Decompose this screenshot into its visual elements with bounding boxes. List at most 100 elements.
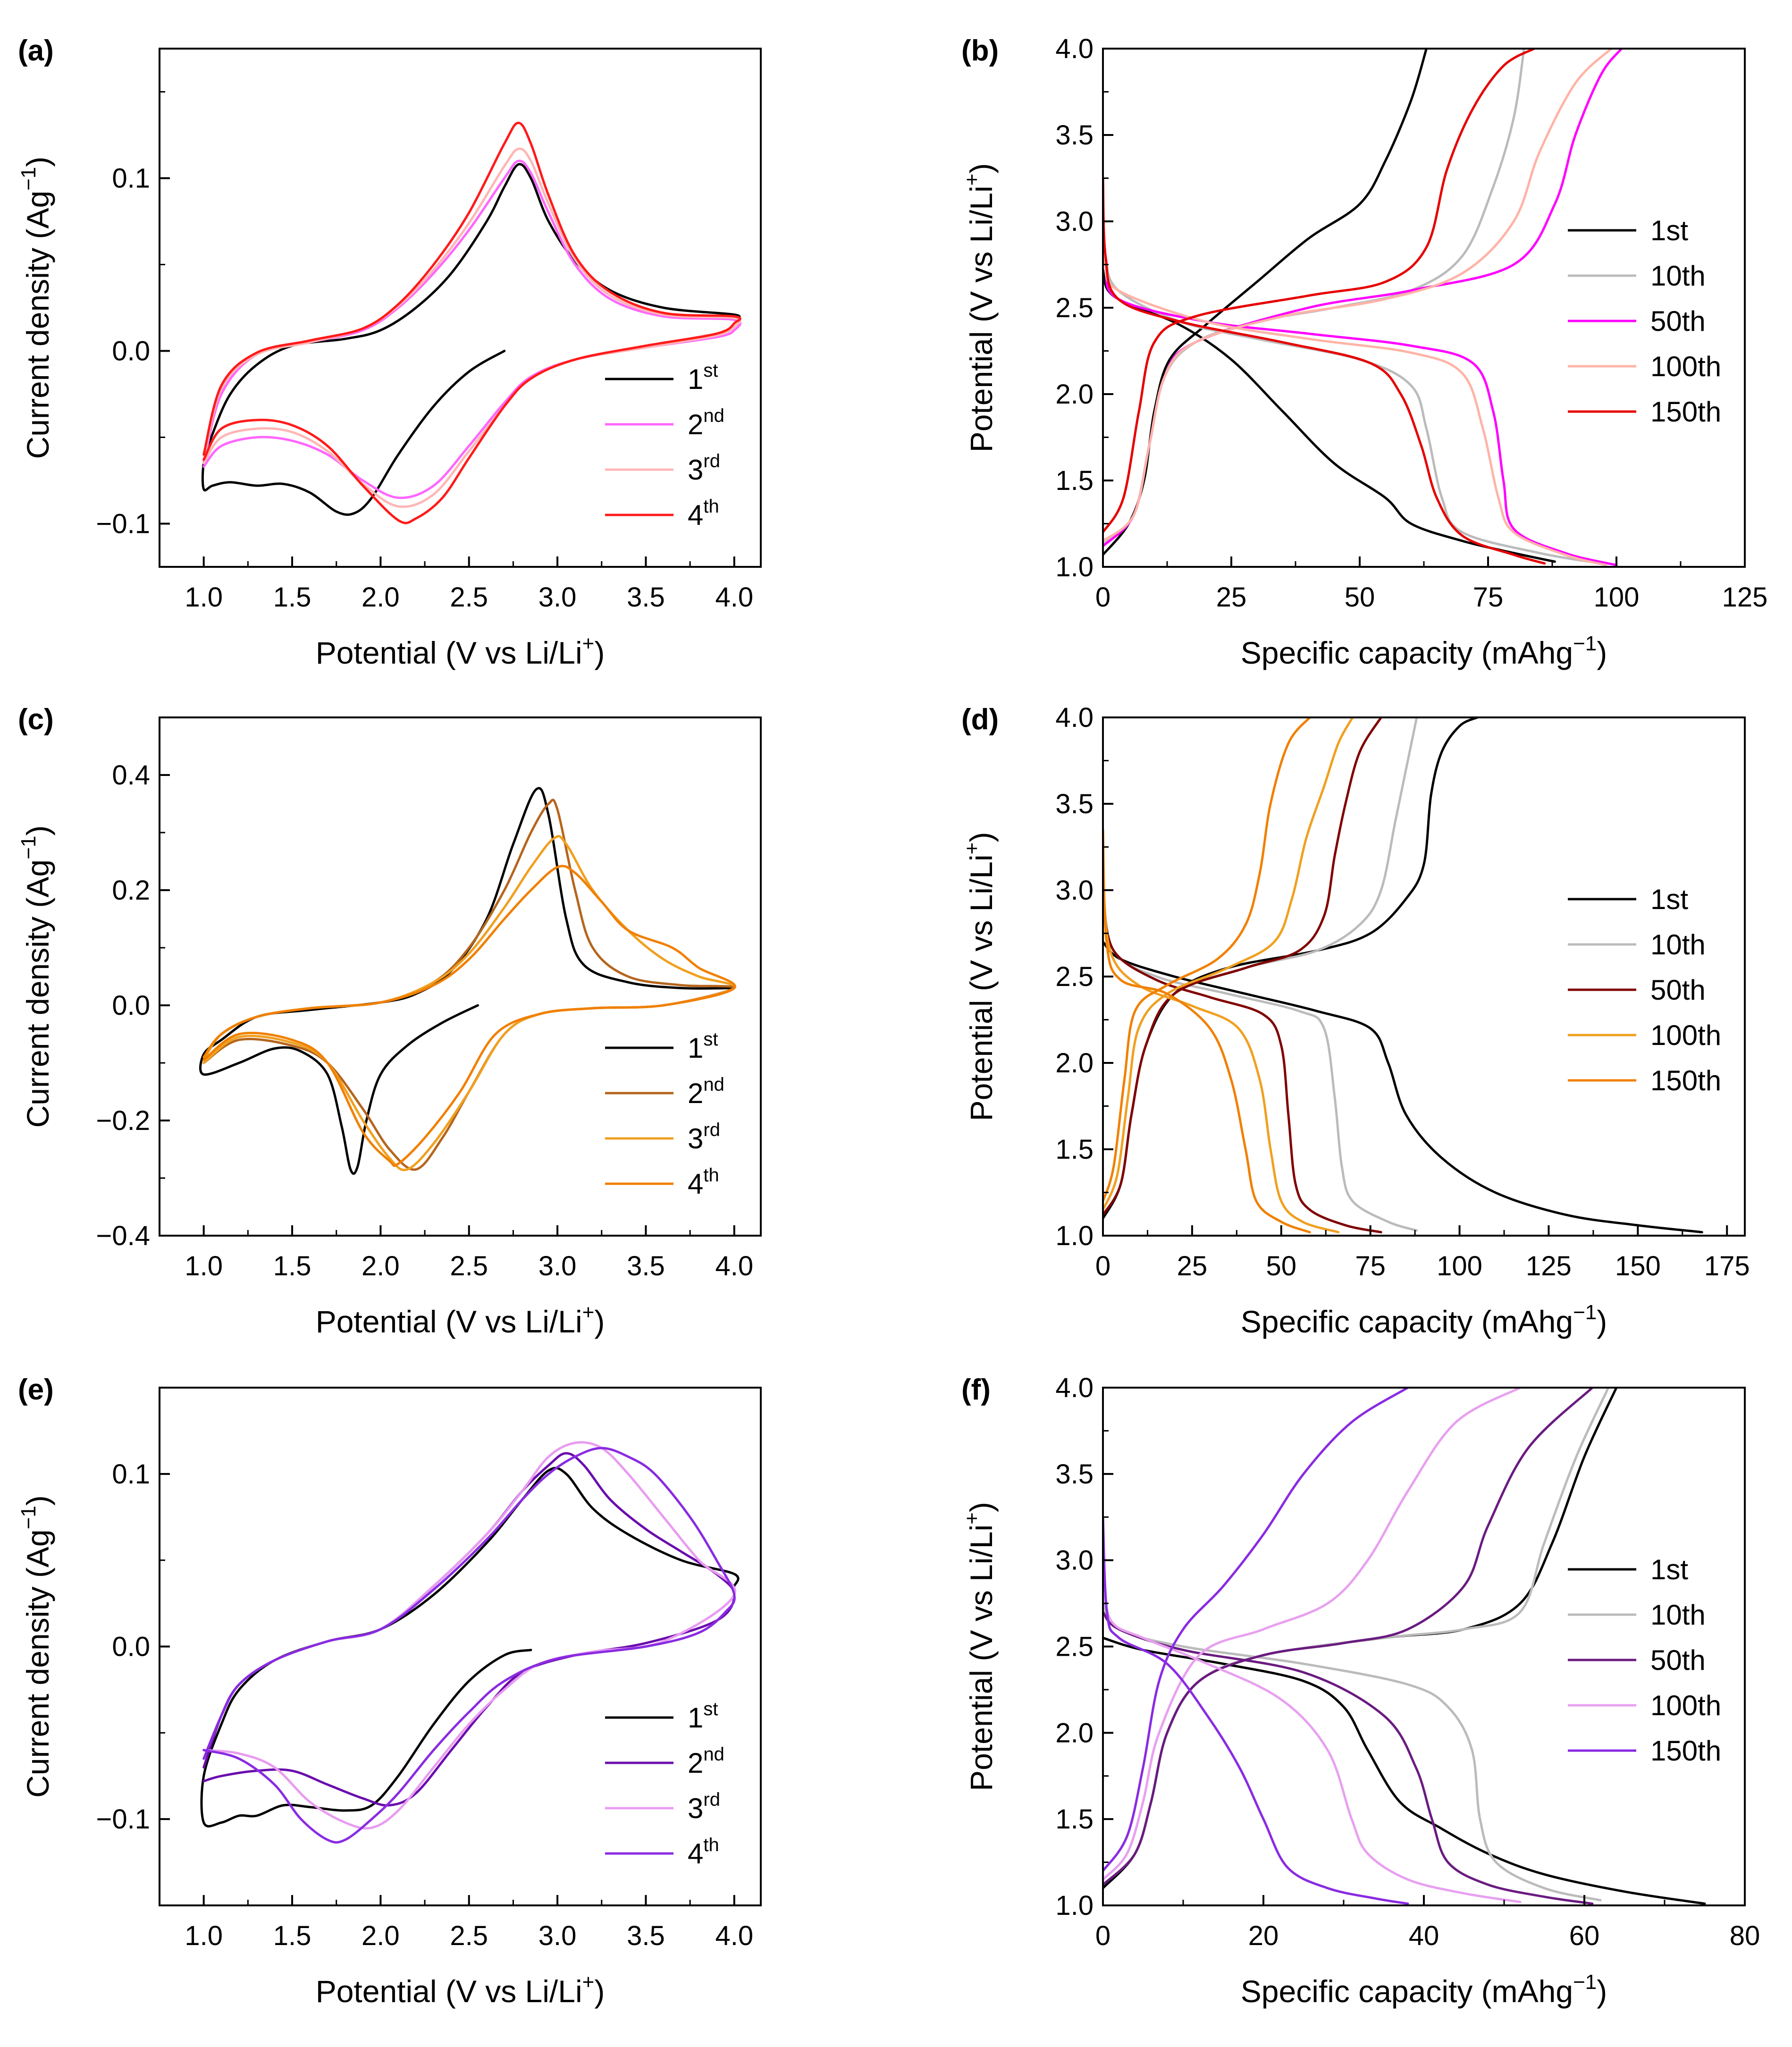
x-tick-label: 2.5 [450,1251,488,1281]
legend-label-main: 150th [1650,1065,1721,1096]
panel-label: (b) [961,34,999,67]
series-line-4-charge [1103,1388,1409,1872]
x-axis-label: Potential (V vs Li/Li+) [316,1971,605,2009]
x-tick-label: 100 [1437,1251,1482,1281]
y-tick-label: 0.0 [112,990,150,1021]
legend-label-main: 10th [1650,929,1706,960]
legend-label-main: 1 [688,1032,703,1064]
y-axis-label-sup: −1 [17,836,40,859]
x-tick-label: 25 [1177,1251,1208,1281]
legend-label-sup: st [703,1029,718,1050]
y-tick-label: 4.0 [1055,1373,1094,1403]
legend-label: 4th [688,1835,719,1870]
y-axis-label-end: ) [20,1495,55,1506]
plot-area [1103,1388,1706,1905]
x-tick-label: 3.5 [627,1921,665,1951]
legend-label-main: 50th [1650,974,1706,1006]
legend: 1st 10th 50th 100th 150th [1568,1554,1721,1767]
y-axis-label: Current density (Ag−1) [17,826,55,1128]
y-axis-label-end: ) [964,163,999,174]
y-axis-label: Potential (V vs Li/Li+) [960,1502,999,1791]
panel-label: (f) [961,1373,991,1406]
y-tick-label: 3.0 [1055,1545,1094,1576]
legend-label-sup: nd [703,1744,724,1765]
panel-label: (a) [18,34,54,67]
x-axis-label: Specific capacity (mAhg−1) [1241,1301,1607,1339]
plot-area [200,1441,740,1844]
series-line-1-charge [1103,49,1525,546]
legend-label-main: 150th [1650,396,1721,428]
panel-b: (b) 0 25 50 75 100 125 1.0 1.5 2.0 2.5 3.0 3.5 4.0 Spe… [960,34,1767,670]
x-tick-label: 1.5 [273,1921,311,1951]
legend-label-main: 2 [688,1078,703,1109]
legend-label: 2nd [688,405,724,440]
y-tick-label: 2.5 [1055,293,1094,323]
y-tick-label: 1.0 [1055,1221,1094,1251]
legend: 1st 10th 50th 100th 150th [1568,884,1721,1096]
legend-label-main: 1st [1650,215,1688,246]
series-line-0-charge [1103,1388,1618,1889]
series-line-2-charge [1103,717,1382,1216]
x-tick-label: 1.0 [185,582,223,613]
y-tick-label: 1.5 [1055,465,1094,496]
x-axis-label: Specific capacity (mAhg−1) [1241,632,1607,670]
y-axis-label-sup: + [960,842,984,855]
legend-label: 1st [688,1699,718,1734]
legend-label-sup: rd [703,451,720,472]
legend-label: 150th [1650,396,1721,428]
legend-label: 10th [1650,929,1706,960]
y-tick-label: 0.4 [112,760,150,791]
series-line-2-charge [1103,49,1623,548]
legend-label: 10th [1650,1599,1706,1631]
series-line-3-discharge [1103,1576,1522,1904]
legend-label: 150th [1650,1065,1721,1096]
panel-a: (a) 1.0 1.5 2.0 2.5 3.0 3.5 4.0 −0.1 0.0 0.1 Potent… [17,34,762,670]
legend-label-main: 150th [1650,1735,1721,1767]
series-line-4-discharge [1103,828,1311,1234]
legend-label-sup: rd [703,1120,720,1140]
x-tick-label: 40 [1409,1921,1439,1951]
legend-label-sup: th [703,496,719,517]
panel-d: (d) 0 25 50 75 100 125 150 175 1.0 1.5 2.0 2.5 3.0 3.5… [960,702,1750,1339]
y-tick-label: 4.0 [1055,34,1094,64]
y-axis-label-main: Current density (Ag [20,859,55,1128]
panel-label: (e) [18,1373,54,1406]
y-tick-label: 0.1 [112,163,150,194]
series-line-2-discharge [1103,1610,1594,1905]
y-tick-label: 0.2 [112,875,150,906]
x-axis-label-main: Potential (V vs Li/Li [316,1974,582,2009]
y-tick-label: 2.5 [1055,961,1094,992]
legend-label: 1st [688,1029,718,1064]
x-tick-label: 0 [1095,1251,1111,1281]
y-axis-label-end: ) [20,157,55,167]
x-tick-label: 1.5 [273,582,311,613]
x-tick-label: 75 [1355,1251,1386,1281]
legend-label-main: 4 [688,499,703,531]
y-tick-label: −0.2 [96,1105,151,1136]
series-line-3 [202,865,736,1167]
legend-label-sup: th [703,1165,719,1186]
legend-label: 100th [1650,1019,1721,1051]
y-axis-label-end: ) [964,1502,999,1512]
series-line-0-discharge [1103,941,1703,1234]
plot-area [201,121,741,524]
y-tick-label: 0.0 [112,336,150,367]
x-tick-label: 3.0 [538,582,577,613]
y-axis-label: Current density (Ag−1) [17,157,55,459]
y-tick-label: −0.4 [96,1221,151,1251]
legend: 1st 2nd 3rd 4th [605,360,724,531]
legend-label-main: 100th [1650,351,1721,382]
legend-label: 4th [688,496,719,531]
legend: 1st 2nd 3rd 4th [605,1699,724,1870]
legend: 1st 10th 50th 100th 150th [1568,215,1721,428]
legend-label-main: 100th [1650,1019,1721,1051]
y-axis-label-sup: + [960,1512,984,1525]
legend-label: 10th [1650,260,1706,292]
panel-label: (c) [18,703,54,736]
x-axis-label-sup: −1 [1573,1301,1597,1324]
x-tick-label: 1.5 [273,1251,311,1281]
x-tick-label: 0 [1095,582,1111,613]
panel-f: (f) 0 20 40 60 80 1.0 1.5 2.0 2.5 3.0 3.5 4.0 Specifi… [960,1373,1760,2009]
series-line-1 [202,160,741,499]
y-tick-label: 4.0 [1055,702,1094,733]
